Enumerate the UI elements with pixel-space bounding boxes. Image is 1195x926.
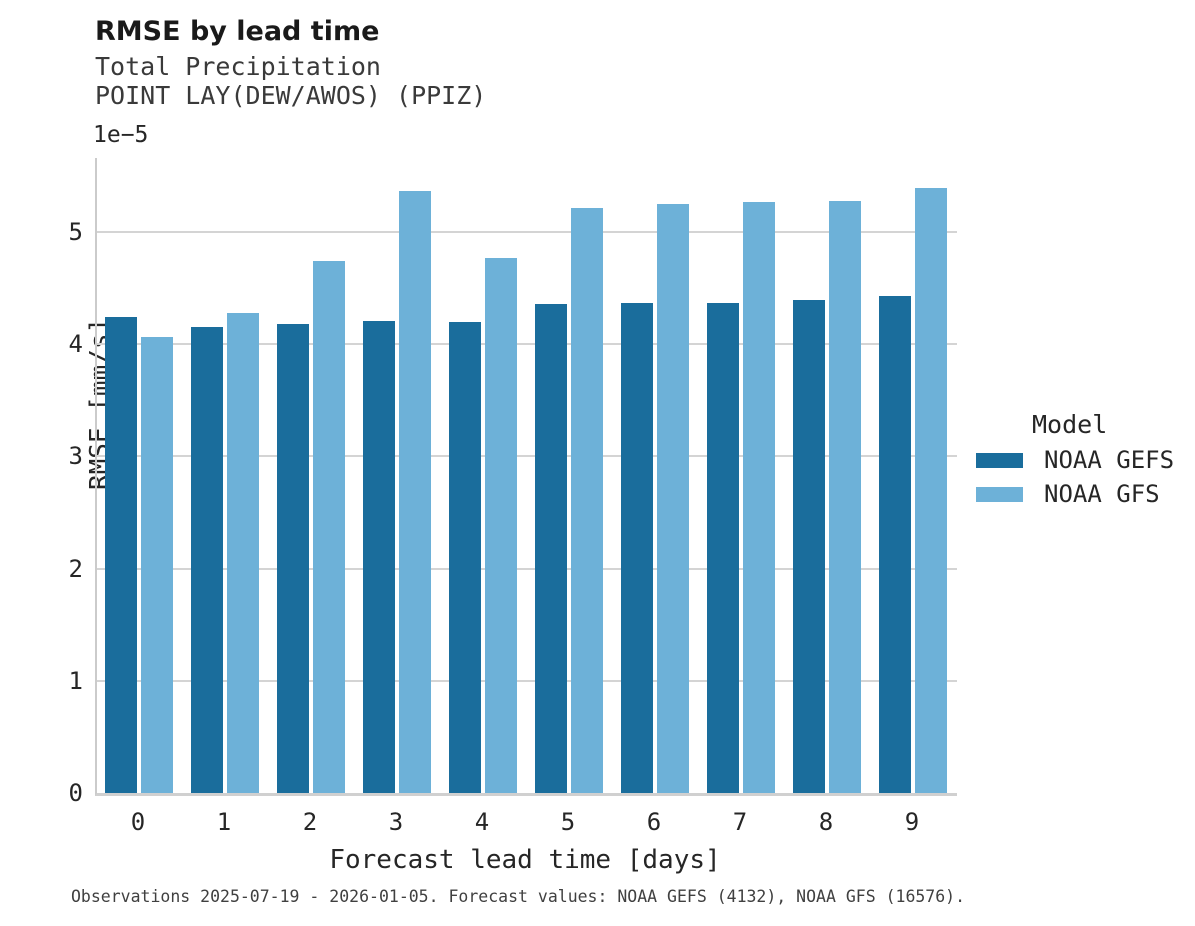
gridline-y2 xyxy=(97,567,957,570)
gridline-y5 xyxy=(97,231,957,233)
y-tick-label-3: 3 xyxy=(68,442,83,471)
bar-group-lead-4 xyxy=(441,158,527,793)
x-tick-label-7: 7 xyxy=(732,808,748,836)
bar-noaa-gfs-lead-9 xyxy=(915,188,947,793)
bar-group-lead-5 xyxy=(527,158,613,793)
bar-noaa-gfs-lead-0 xyxy=(141,337,173,793)
bar-noaa-gefs-lead-6 xyxy=(621,302,653,793)
chart-title: RMSE by lead time xyxy=(95,16,380,47)
legend-swatch-icon xyxy=(976,452,1023,468)
bar-noaa-gfs-lead-2 xyxy=(313,261,345,793)
x-axis-label: Forecast lead time [days] xyxy=(329,845,721,875)
bar-noaa-gefs-lead-2 xyxy=(277,324,309,793)
bar-group-lead-0 xyxy=(97,158,183,793)
bar-group-lead-7 xyxy=(699,158,785,793)
bar-group-lead-9 xyxy=(871,158,957,793)
bar-group-lead-2 xyxy=(269,158,355,793)
bar-noaa-gefs-lead-0 xyxy=(105,317,137,793)
x-tick-label-4: 4 xyxy=(474,808,490,836)
bar-noaa-gefs-lead-5 xyxy=(535,303,567,793)
x-tick-label-3: 3 xyxy=(388,808,404,836)
y-axis-offset-label: 1e−5 xyxy=(93,122,149,148)
y-tick-label-0: 0 xyxy=(68,779,83,807)
bar-noaa-gefs-lead-1 xyxy=(191,327,223,793)
bar-noaa-gfs-lead-6 xyxy=(657,203,689,793)
plot-area xyxy=(95,158,957,796)
bar-noaa-gefs-lead-7 xyxy=(707,302,739,793)
bar-noaa-gefs-lead-4 xyxy=(449,321,481,793)
bar-group-lead-8 xyxy=(785,158,871,793)
bar-noaa-gfs-lead-5 xyxy=(571,208,603,793)
y-tick-label-4: 4 xyxy=(68,330,83,359)
bar-group-lead-6 xyxy=(613,158,699,793)
y-tick-label-1: 1 xyxy=(68,666,83,695)
chart-subtitle-station: POINT LAY(DEW/AWOS) (PPIZ) xyxy=(95,81,487,110)
gridline-y4 xyxy=(97,343,957,346)
legend-title: Model xyxy=(1032,410,1108,439)
bar-noaa-gfs-lead-1 xyxy=(227,312,259,793)
footnote: Observations 2025-07-19 - 2026-01-05. Fo… xyxy=(71,887,966,906)
legend: Model NOAA GEFS NOAA GFS xyxy=(976,410,1191,519)
legend-label: NOAA GEFS xyxy=(1044,446,1175,474)
x-tick-label-2: 2 xyxy=(302,808,318,836)
x-tick-label-8: 8 xyxy=(818,808,834,836)
bar-group-lead-1 xyxy=(183,158,269,793)
bar-noaa-gfs-lead-4 xyxy=(485,257,517,793)
legend-items: NOAA GEFS NOAA GFS xyxy=(976,446,1191,508)
x-tick-label-5: 5 xyxy=(560,808,576,836)
x-tick-label-0: 0 xyxy=(130,808,146,836)
legend-swatch-icon xyxy=(976,486,1023,502)
gridline-y3 xyxy=(97,455,957,458)
bar-noaa-gefs-lead-9 xyxy=(879,295,911,793)
bar-noaa-gfs-lead-8 xyxy=(829,200,861,793)
bar-noaa-gefs-lead-3 xyxy=(363,320,395,793)
chart-subtitle-variable: Total Precipitation xyxy=(95,52,381,81)
legend-item-noaa-gfs: NOAA GFS xyxy=(976,480,1191,508)
legend-label: NOAA GFS xyxy=(1044,480,1160,508)
y-tick-label-2: 2 xyxy=(68,554,83,583)
bar-group-lead-3 xyxy=(355,158,441,793)
x-tick-label-9: 9 xyxy=(904,808,920,836)
bar-noaa-gfs-lead-3 xyxy=(399,190,431,793)
x-tick-label-6: 6 xyxy=(646,808,662,836)
legend-item-noaa-gefs: NOAA GEFS xyxy=(976,446,1191,474)
gridline-y1 xyxy=(97,679,957,682)
bar-noaa-gfs-lead-7 xyxy=(743,201,775,793)
bar-noaa-gefs-lead-8 xyxy=(793,300,825,793)
y-tick-label-5: 5 xyxy=(68,218,83,246)
x-tick-label-1: 1 xyxy=(216,808,232,836)
